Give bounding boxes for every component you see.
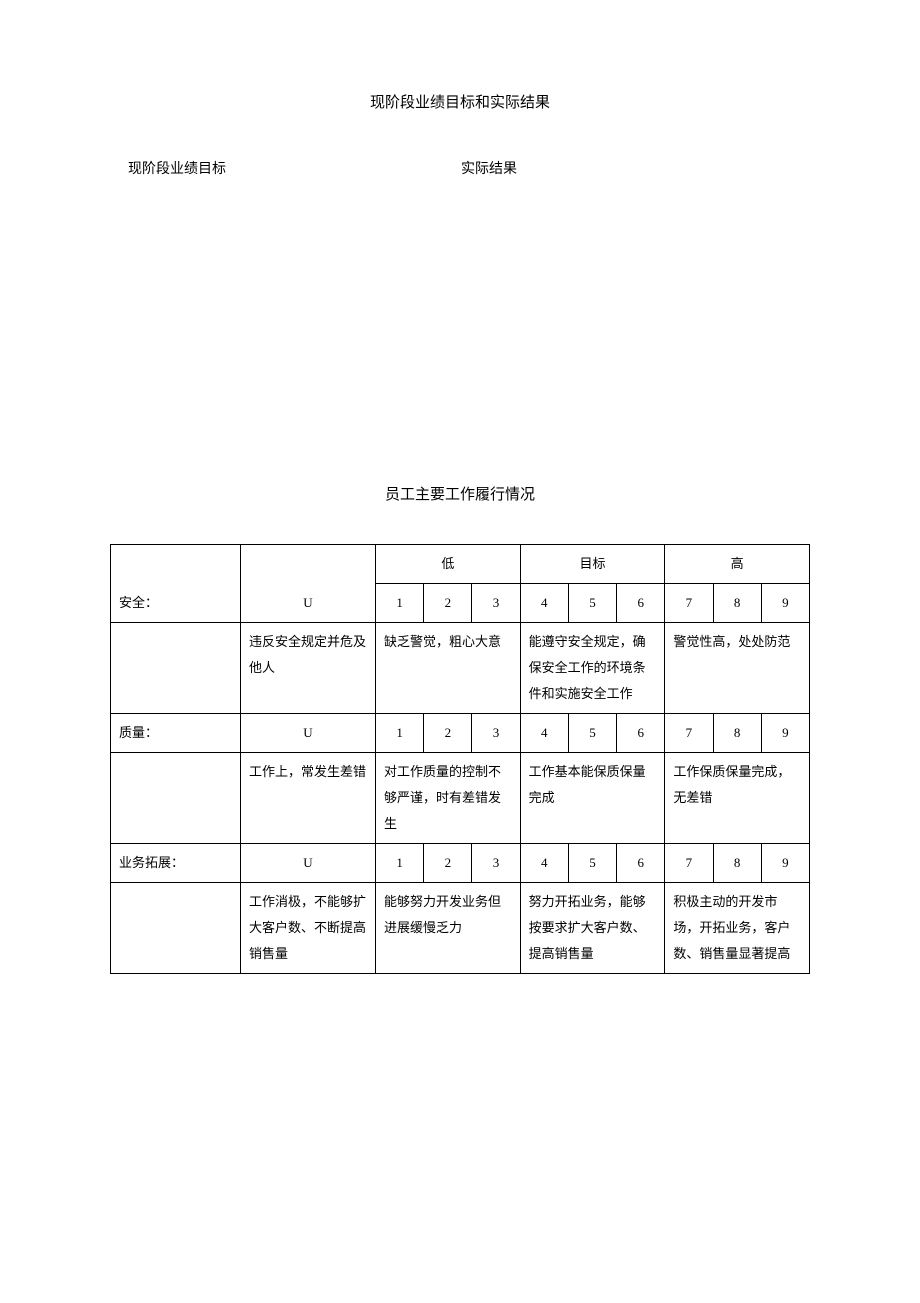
score-cell: 6 <box>617 844 665 883</box>
score-cell: 1 <box>376 714 424 753</box>
u-mark: U <box>241 844 376 883</box>
score-cell: 5 <box>568 584 616 623</box>
table-row: 质量： U 1 2 3 4 5 6 7 8 9 <box>111 714 810 753</box>
score-cell: 2 <box>424 714 472 753</box>
empty-cell <box>111 545 241 584</box>
page-title-2: 员工主要工作履行情况 <box>110 482 810 509</box>
table-header-row: 低 目标 高 <box>111 545 810 584</box>
subtitle-row: 现阶段业绩目标 实际结果 <box>110 157 810 182</box>
score-cell: 7 <box>665 584 713 623</box>
desc-cell: 工作消极，不能够扩大客户数、不断提高销售量 <box>241 883 376 974</box>
score-cell: 6 <box>617 584 665 623</box>
high-desc: 工作保质保量完成，无差错 <box>665 753 810 844</box>
subtitle-right: 实际结果 <box>461 157 517 182</box>
score-cell: 5 <box>568 714 616 753</box>
u-mark: U <box>241 584 376 623</box>
score-cell: 1 <box>376 844 424 883</box>
score-cell: 7 <box>665 714 713 753</box>
empty-cell <box>111 753 241 844</box>
evaluation-table: 低 目标 高 安全： U 1 2 3 4 5 6 7 8 9 违反安全规定并危及… <box>110 544 810 974</box>
row-label: 质量： <box>111 714 241 753</box>
score-cell: 8 <box>713 844 761 883</box>
high-desc: 积极主动的开发市场，开拓业务，客户数、销售量显著提高 <box>665 883 810 974</box>
score-cell: 7 <box>665 844 713 883</box>
subtitle-left: 现阶段业绩目标 <box>128 157 226 182</box>
row-label: 业务拓展： <box>111 844 241 883</box>
score-cell: 4 <box>520 584 568 623</box>
score-cell: 2 <box>424 584 472 623</box>
score-cell: 9 <box>761 584 809 623</box>
low-desc: 对工作质量的控制不够严谨，时有差错发生 <box>376 753 521 844</box>
target-desc: 能遵守安全规定，确保安全工作的环境条件和实施安全工作 <box>520 623 665 714</box>
header-high: 高 <box>665 545 810 584</box>
table-row: 安全： U 1 2 3 4 5 6 7 8 9 <box>111 584 810 623</box>
header-target: 目标 <box>520 545 665 584</box>
score-cell: 4 <box>520 844 568 883</box>
score-cell: 2 <box>424 844 472 883</box>
empty-cell <box>111 623 241 714</box>
empty-cell <box>241 545 376 584</box>
low-desc: 能够努力开发业务但进展缓慢乏力 <box>376 883 521 974</box>
desc-cell: 违反安全规定并危及他人 <box>241 623 376 714</box>
low-desc: 缺乏警觉，粗心大意 <box>376 623 521 714</box>
high-desc: 警觉性高，处处防范 <box>665 623 810 714</box>
table-desc-row: 违反安全规定并危及他人 缺乏警觉，粗心大意 能遵守安全规定，确保安全工作的环境条… <box>111 623 810 714</box>
table-desc-row: 工作消极，不能够扩大客户数、不断提高销售量 能够努力开发业务但进展缓慢乏力 努力… <box>111 883 810 974</box>
score-cell: 4 <box>520 714 568 753</box>
table-desc-row: 工作上，常发生差错 对工作质量的控制不够严谨，时有差错发生 工作基本能保质保量完… <box>111 753 810 844</box>
score-cell: 9 <box>761 844 809 883</box>
desc-cell: 工作上，常发生差错 <box>241 753 376 844</box>
score-cell: 6 <box>617 714 665 753</box>
score-cell: 8 <box>713 584 761 623</box>
empty-cell <box>111 883 241 974</box>
score-cell: 3 <box>472 714 520 753</box>
table-row: 业务拓展： U 1 2 3 4 5 6 7 8 9 <box>111 844 810 883</box>
score-cell: 9 <box>761 714 809 753</box>
score-cell: 3 <box>472 584 520 623</box>
header-low: 低 <box>376 545 521 584</box>
u-mark: U <box>241 714 376 753</box>
page-title-1: 现阶段业绩目标和实际结果 <box>110 90 810 117</box>
target-desc: 努力开拓业务，能够按要求扩大客户数、提高销售量 <box>520 883 665 974</box>
score-cell: 1 <box>376 584 424 623</box>
target-desc: 工作基本能保质保量完成 <box>520 753 665 844</box>
score-cell: 5 <box>568 844 616 883</box>
row-label: 安全： <box>111 584 241 623</box>
score-cell: 8 <box>713 714 761 753</box>
score-cell: 3 <box>472 844 520 883</box>
